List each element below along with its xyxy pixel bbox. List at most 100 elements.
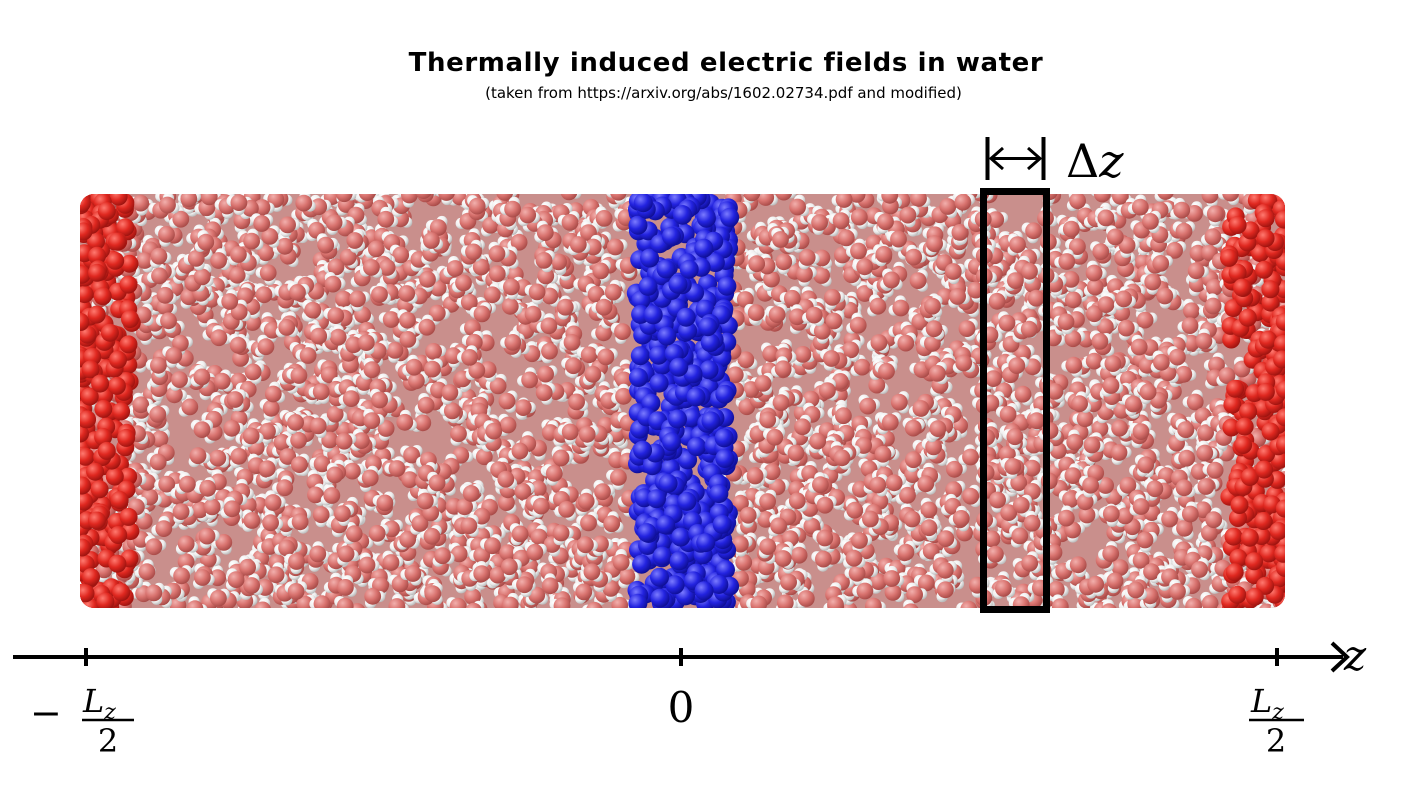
oxygen-atom xyxy=(349,290,366,308)
oxygen-atom xyxy=(138,563,156,581)
oxygen-atom xyxy=(757,511,775,528)
oxygen-atom xyxy=(1208,356,1225,374)
oxygen-atom xyxy=(618,567,636,585)
oxygen-atom xyxy=(399,331,417,348)
oxygen-atom xyxy=(401,471,419,488)
oxygen-atom xyxy=(985,370,1002,387)
oxygen-atom xyxy=(257,244,275,262)
oxygen-atom xyxy=(462,485,480,502)
hydrogen-atom xyxy=(80,194,85,198)
oxygen-atom xyxy=(443,402,461,420)
oxygen-atom xyxy=(794,346,812,363)
diagram-title: Thermally induced electric fields in wat… xyxy=(408,48,1044,78)
oxygen-atom xyxy=(614,323,631,340)
oxygen-atom xyxy=(1110,444,1128,461)
hydrogen-atom xyxy=(338,181,349,192)
oxygen-atom xyxy=(1201,594,1219,608)
hydrogen-atom xyxy=(1157,180,1168,191)
oxygen-atom xyxy=(132,396,150,414)
oxygen-atom xyxy=(737,351,755,369)
oxygen-atom xyxy=(499,544,517,561)
oxygen-atom xyxy=(210,329,228,347)
oxygen-atom xyxy=(136,252,154,269)
oxygen-atom xyxy=(336,597,354,608)
oxygen-atom xyxy=(475,448,493,466)
oxygen-atom xyxy=(865,597,882,608)
oxygen-atom xyxy=(498,494,515,511)
oxygen-atom xyxy=(610,469,627,486)
oxygen-atom xyxy=(1206,205,1224,223)
hydrogen-atom xyxy=(1284,291,1285,303)
oxygen-atom xyxy=(1157,194,1174,200)
oxygen-atom xyxy=(1064,291,1082,309)
oxygen-atom xyxy=(917,475,935,493)
oxygen-atom xyxy=(382,311,400,328)
oxygen-atom xyxy=(848,194,866,203)
oxygen-atom xyxy=(999,405,1017,423)
hydrogen-atom xyxy=(473,610,484,621)
oxygen-atom xyxy=(902,603,920,608)
oxygen-atom xyxy=(1076,410,1094,428)
hydrogen-atom xyxy=(751,182,762,193)
oxygen-atom xyxy=(172,210,190,228)
oxygen-atom xyxy=(209,449,227,467)
hydrogen-atom xyxy=(307,610,318,621)
oxygen-atom xyxy=(859,397,877,415)
oxygen-atom xyxy=(279,448,297,465)
oxygen-atom xyxy=(1201,194,1219,204)
hydrogen-atom xyxy=(1285,433,1296,444)
oxygen-atom xyxy=(815,550,832,568)
oxygen-atom xyxy=(346,232,364,249)
oxygen-atom xyxy=(1065,356,1083,374)
oxygen-atom xyxy=(151,430,169,448)
oxygen-atom xyxy=(499,416,517,434)
oxygen-atom xyxy=(611,596,629,608)
oxygen-atom xyxy=(186,600,204,608)
oxygen-atom xyxy=(797,590,815,607)
oxygen-atom xyxy=(1025,222,1042,240)
oxygen-atom xyxy=(736,291,754,308)
oxygen-atom xyxy=(1062,220,1080,238)
simulation-box xyxy=(80,179,1296,623)
oxygen-atom xyxy=(813,267,830,284)
oxygen-atom xyxy=(816,529,834,547)
oxygen-atom xyxy=(1136,311,1154,329)
oxygen-atom xyxy=(983,530,1001,548)
oxygen-atom xyxy=(592,262,610,280)
oxygen-atom xyxy=(313,595,331,608)
oxygen-atom xyxy=(884,584,902,601)
oxygen-atom xyxy=(763,463,781,481)
hydrogen-atom xyxy=(563,179,574,190)
hydrogen-atom xyxy=(864,606,877,608)
oxygen-atom xyxy=(560,194,578,201)
oxygen-atom xyxy=(594,483,611,501)
oxygen-atom xyxy=(868,376,886,394)
hydrogen-atom xyxy=(415,194,427,195)
oxygen-atom xyxy=(989,491,1006,509)
oxygen-atom xyxy=(149,453,167,471)
hydrogen-atom xyxy=(471,612,482,623)
oxygen-atom xyxy=(1085,352,1103,370)
oxygen-atom xyxy=(177,553,195,571)
oxygen-atom xyxy=(159,196,176,214)
oxygen-atom xyxy=(290,431,307,449)
oxygen-atom xyxy=(732,494,749,512)
oxygen-atom xyxy=(262,514,279,532)
oxygen-atom xyxy=(181,398,199,416)
hydrogen-atom xyxy=(210,609,221,620)
oxygen-atom xyxy=(1085,264,1103,282)
oxygen-atom xyxy=(377,420,395,437)
oxygen-atom xyxy=(603,515,621,533)
oxygen-atom xyxy=(363,412,381,429)
oxygen-atom xyxy=(897,543,915,561)
oxygen-atom xyxy=(243,512,261,529)
oxygen-atom xyxy=(228,266,246,284)
oxygen-atom xyxy=(229,336,247,354)
hydrogen-atom xyxy=(104,194,116,196)
oxygen-atom xyxy=(842,341,860,359)
oxygen-atom xyxy=(936,561,954,579)
oxygen-atom xyxy=(783,289,801,307)
hydrogen-atom xyxy=(344,607,356,608)
oxygen-atom xyxy=(464,588,481,605)
oxygen-atom xyxy=(1186,393,1204,411)
